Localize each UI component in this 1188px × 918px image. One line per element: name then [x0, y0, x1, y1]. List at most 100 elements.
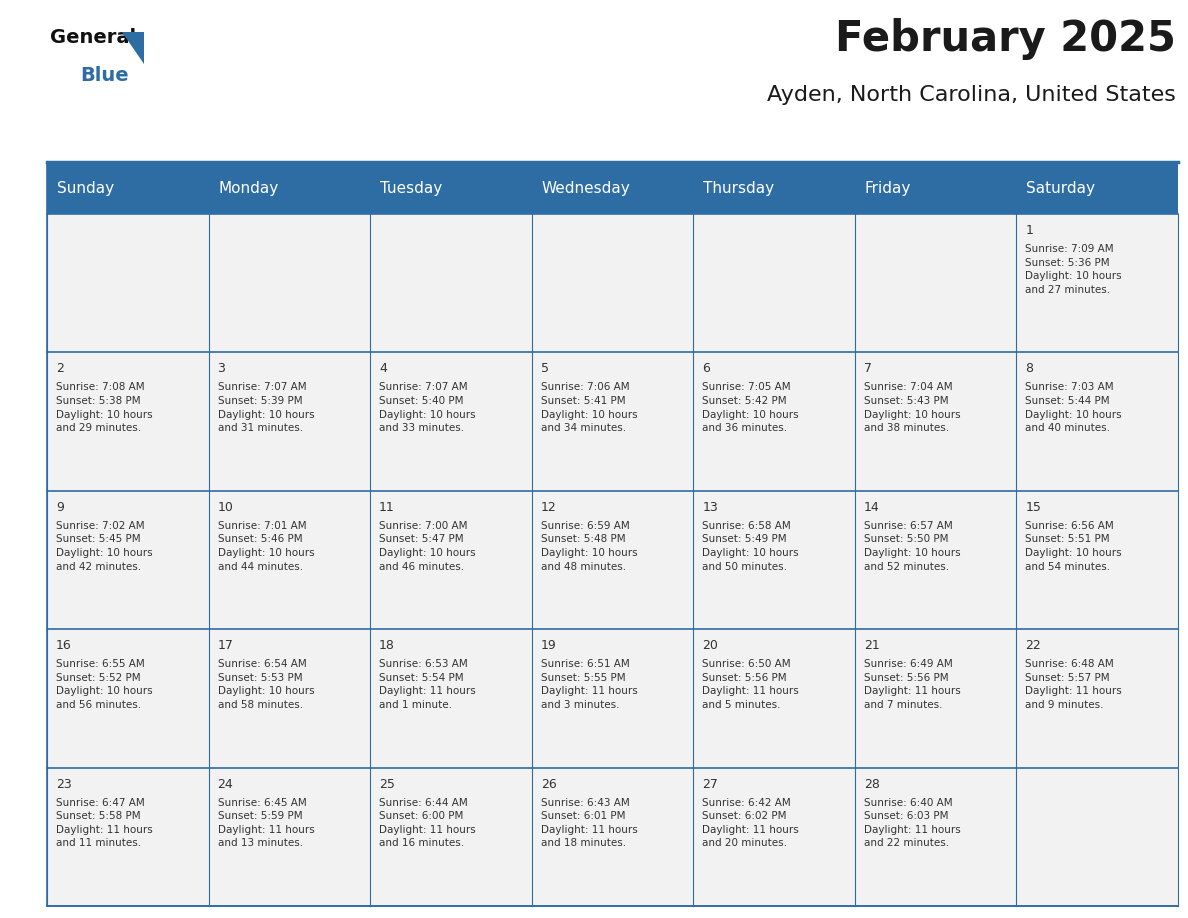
Bar [694, 491, 855, 629]
Bar [48, 767, 209, 906]
Bar [371, 629, 532, 767]
Bar [371, 214, 532, 353]
Bar [532, 629, 694, 767]
Text: Blue: Blue [80, 66, 128, 85]
Text: Sunrise: 6:56 AM
Sunset: 5:51 PM
Daylight: 10 hours
and 54 minutes.: Sunrise: 6:56 AM Sunset: 5:51 PM Dayligh… [1025, 521, 1121, 572]
Text: February 2025: February 2025 [835, 18, 1176, 60]
Text: Sunrise: 6:42 AM
Sunset: 6:02 PM
Daylight: 11 hours
and 20 minutes.: Sunrise: 6:42 AM Sunset: 6:02 PM Dayligh… [702, 798, 800, 848]
Bar [1017, 214, 1178, 353]
Text: Sunrise: 7:04 AM
Sunset: 5:43 PM
Daylight: 10 hours
and 38 minutes.: Sunrise: 7:04 AM Sunset: 5:43 PM Dayligh… [864, 383, 960, 433]
Bar [855, 629, 1017, 767]
Text: Saturday: Saturday [1026, 181, 1095, 196]
Polygon shape [122, 32, 144, 64]
Text: 9: 9 [56, 501, 64, 514]
Text: 22: 22 [1025, 639, 1041, 652]
Text: 6: 6 [702, 363, 710, 375]
Text: 3: 3 [217, 363, 226, 375]
Bar [532, 491, 694, 629]
Bar [532, 353, 694, 491]
Bar [48, 214, 209, 353]
Text: 27: 27 [702, 778, 719, 790]
Text: 2: 2 [56, 363, 64, 375]
Text: Wednesday: Wednesday [542, 181, 631, 196]
Bar [855, 491, 1017, 629]
Text: 21: 21 [864, 639, 879, 652]
Bar [532, 214, 694, 353]
Bar [855, 767, 1017, 906]
Text: Sunrise: 6:54 AM
Sunset: 5:53 PM
Daylight: 10 hours
and 58 minutes.: Sunrise: 6:54 AM Sunset: 5:53 PM Dayligh… [217, 659, 314, 710]
Text: Sunrise: 7:01 AM
Sunset: 5:46 PM
Daylight: 10 hours
and 44 minutes.: Sunrise: 7:01 AM Sunset: 5:46 PM Dayligh… [217, 521, 314, 572]
Text: Sunrise: 7:06 AM
Sunset: 5:41 PM
Daylight: 10 hours
and 34 minutes.: Sunrise: 7:06 AM Sunset: 5:41 PM Dayligh… [541, 383, 637, 433]
Text: 10: 10 [217, 501, 234, 514]
Text: Sunrise: 6:43 AM
Sunset: 6:01 PM
Daylight: 11 hours
and 18 minutes.: Sunrise: 6:43 AM Sunset: 6:01 PM Dayligh… [541, 798, 638, 848]
Text: Sunrise: 6:48 AM
Sunset: 5:57 PM
Daylight: 11 hours
and 9 minutes.: Sunrise: 6:48 AM Sunset: 5:57 PM Dayligh… [1025, 659, 1123, 710]
Text: 25: 25 [379, 778, 396, 790]
Text: 13: 13 [702, 501, 718, 514]
Bar [48, 491, 209, 629]
Text: 4: 4 [379, 363, 387, 375]
Text: Sunrise: 7:05 AM
Sunset: 5:42 PM
Daylight: 10 hours
and 36 minutes.: Sunrise: 7:05 AM Sunset: 5:42 PM Dayligh… [702, 383, 798, 433]
Bar [209, 353, 371, 491]
Bar [371, 353, 532, 491]
Bar [694, 214, 855, 353]
Text: 1: 1 [1025, 224, 1034, 237]
Bar [48, 353, 209, 491]
Text: Sunrise: 6:58 AM
Sunset: 5:49 PM
Daylight: 10 hours
and 50 minutes.: Sunrise: 6:58 AM Sunset: 5:49 PM Dayligh… [702, 521, 798, 572]
Text: 15: 15 [1025, 501, 1042, 514]
Text: 7: 7 [864, 363, 872, 375]
Bar [1017, 353, 1178, 491]
Text: Sunrise: 6:49 AM
Sunset: 5:56 PM
Daylight: 11 hours
and 7 minutes.: Sunrise: 6:49 AM Sunset: 5:56 PM Dayligh… [864, 659, 961, 710]
Text: 19: 19 [541, 639, 556, 652]
Text: 5: 5 [541, 363, 549, 375]
Text: Monday: Monday [219, 181, 279, 196]
Text: 20: 20 [702, 639, 719, 652]
Text: Sunrise: 6:55 AM
Sunset: 5:52 PM
Daylight: 10 hours
and 56 minutes.: Sunrise: 6:55 AM Sunset: 5:52 PM Dayligh… [56, 659, 152, 710]
Bar [371, 491, 532, 629]
Bar [855, 214, 1017, 353]
Text: Sunrise: 7:09 AM
Sunset: 5:36 PM
Daylight: 10 hours
and 27 minutes.: Sunrise: 7:09 AM Sunset: 5:36 PM Dayligh… [1025, 244, 1121, 295]
Text: Sunrise: 7:02 AM
Sunset: 5:45 PM
Daylight: 10 hours
and 42 minutes.: Sunrise: 7:02 AM Sunset: 5:45 PM Dayligh… [56, 521, 152, 572]
Text: 17: 17 [217, 639, 234, 652]
Text: Ayden, North Carolina, United States: Ayden, North Carolina, United States [767, 85, 1176, 105]
Text: Sunrise: 7:00 AM
Sunset: 5:47 PM
Daylight: 10 hours
and 46 minutes.: Sunrise: 7:00 AM Sunset: 5:47 PM Dayligh… [379, 521, 475, 572]
Text: 11: 11 [379, 501, 394, 514]
Bar [855, 353, 1017, 491]
Bar [532, 767, 694, 906]
Bar [48, 162, 1178, 214]
Text: 12: 12 [541, 501, 556, 514]
Text: 8: 8 [1025, 363, 1034, 375]
Bar [209, 491, 371, 629]
Text: Sunrise: 7:08 AM
Sunset: 5:38 PM
Daylight: 10 hours
and 29 minutes.: Sunrise: 7:08 AM Sunset: 5:38 PM Dayligh… [56, 383, 152, 433]
Bar [694, 629, 855, 767]
Bar [1017, 629, 1178, 767]
Bar [1017, 491, 1178, 629]
Text: 18: 18 [379, 639, 396, 652]
Text: 16: 16 [56, 639, 71, 652]
Text: Tuesday: Tuesday [380, 181, 442, 196]
Text: Thursday: Thursday [703, 181, 775, 196]
Text: General: General [50, 28, 137, 47]
Text: 24: 24 [217, 778, 233, 790]
Bar [371, 767, 532, 906]
Bar [694, 767, 855, 906]
Bar [1017, 767, 1178, 906]
Text: Sunrise: 6:59 AM
Sunset: 5:48 PM
Daylight: 10 hours
and 48 minutes.: Sunrise: 6:59 AM Sunset: 5:48 PM Dayligh… [541, 521, 637, 572]
Text: Friday: Friday [865, 181, 911, 196]
Text: 14: 14 [864, 501, 879, 514]
Text: Sunrise: 6:57 AM
Sunset: 5:50 PM
Daylight: 10 hours
and 52 minutes.: Sunrise: 6:57 AM Sunset: 5:50 PM Dayligh… [864, 521, 960, 572]
Text: 28: 28 [864, 778, 880, 790]
Bar [209, 767, 371, 906]
Text: 23: 23 [56, 778, 71, 790]
Text: Sunrise: 7:07 AM
Sunset: 5:39 PM
Daylight: 10 hours
and 31 minutes.: Sunrise: 7:07 AM Sunset: 5:39 PM Dayligh… [217, 383, 314, 433]
Text: Sunrise: 6:50 AM
Sunset: 5:56 PM
Daylight: 11 hours
and 5 minutes.: Sunrise: 6:50 AM Sunset: 5:56 PM Dayligh… [702, 659, 800, 710]
Text: Sunrise: 7:07 AM
Sunset: 5:40 PM
Daylight: 10 hours
and 33 minutes.: Sunrise: 7:07 AM Sunset: 5:40 PM Dayligh… [379, 383, 475, 433]
Text: Sunrise: 6:40 AM
Sunset: 6:03 PM
Daylight: 11 hours
and 22 minutes.: Sunrise: 6:40 AM Sunset: 6:03 PM Dayligh… [864, 798, 961, 848]
Text: Sunrise: 6:44 AM
Sunset: 6:00 PM
Daylight: 11 hours
and 16 minutes.: Sunrise: 6:44 AM Sunset: 6:00 PM Dayligh… [379, 798, 476, 848]
Text: 26: 26 [541, 778, 556, 790]
Text: Sunrise: 6:47 AM
Sunset: 5:58 PM
Daylight: 11 hours
and 11 minutes.: Sunrise: 6:47 AM Sunset: 5:58 PM Dayligh… [56, 798, 153, 848]
Text: Sunrise: 6:53 AM
Sunset: 5:54 PM
Daylight: 11 hours
and 1 minute.: Sunrise: 6:53 AM Sunset: 5:54 PM Dayligh… [379, 659, 476, 710]
Bar [694, 353, 855, 491]
Bar [209, 214, 371, 353]
Text: Sunday: Sunday [57, 181, 114, 196]
Text: Sunrise: 7:03 AM
Sunset: 5:44 PM
Daylight: 10 hours
and 40 minutes.: Sunrise: 7:03 AM Sunset: 5:44 PM Dayligh… [1025, 383, 1121, 433]
